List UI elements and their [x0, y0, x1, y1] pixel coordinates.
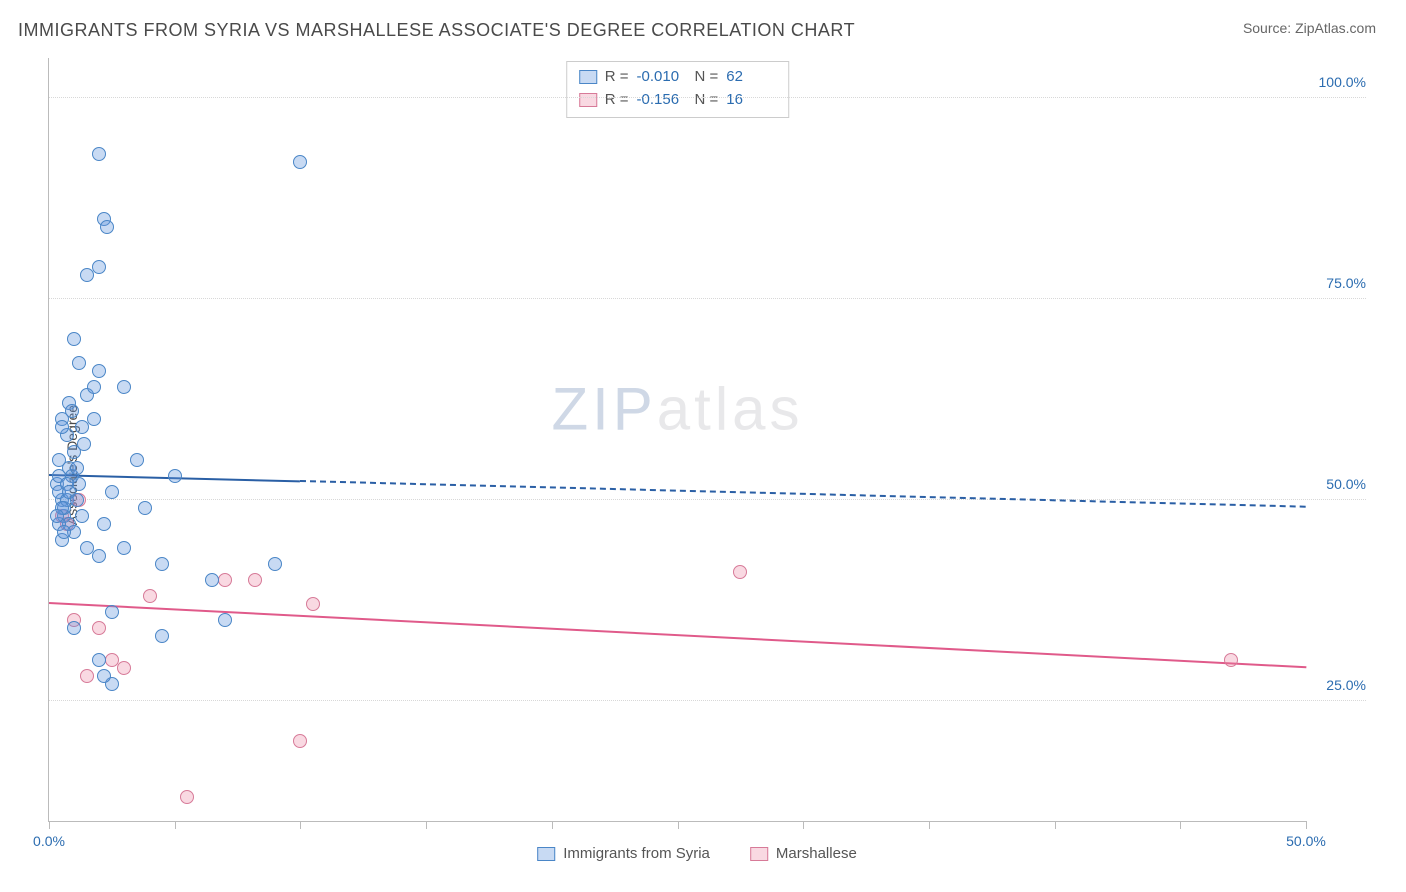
- point-marshallese: [117, 661, 131, 675]
- point-marshallese: [218, 573, 232, 587]
- x-tick: [175, 821, 176, 829]
- point-syria: [92, 364, 106, 378]
- point-syria: [50, 509, 64, 523]
- point-syria: [80, 541, 94, 555]
- point-syria: [97, 517, 111, 531]
- point-syria: [268, 557, 282, 571]
- n-label: N =: [695, 89, 719, 112]
- y-tick-label: 50.0%: [1311, 476, 1366, 492]
- r-label: R =: [605, 89, 629, 112]
- plot-area: ZIPatlas R =-0.010N =62R =-0.156N =16 25…: [48, 58, 1306, 822]
- legend-item: Immigrants from Syria: [537, 845, 710, 862]
- point-marshallese: [306, 597, 320, 611]
- x-tick: [678, 821, 679, 829]
- chart-source: Source: ZipAtlas.com: [1243, 20, 1376, 36]
- point-marshallese: [248, 573, 262, 587]
- point-syria: [100, 220, 114, 234]
- x-tick: [1306, 821, 1307, 829]
- y-tick-label: 100.0%: [1311, 74, 1366, 90]
- r-label: R =: [605, 66, 629, 89]
- trend-line: [300, 480, 1306, 508]
- grid-line: [49, 499, 1366, 500]
- stats-row: R = -0.010 N = 62: [579, 66, 777, 89]
- x-tick: [300, 821, 301, 829]
- x-tick: [426, 821, 427, 829]
- stats-swatch: [579, 93, 597, 107]
- point-syria: [70, 461, 84, 475]
- point-syria: [72, 356, 86, 370]
- trend-line: [49, 602, 1306, 668]
- point-syria: [155, 629, 169, 643]
- x-tick: [1180, 821, 1181, 829]
- x-tick-label: 50.0%: [1286, 833, 1326, 849]
- r-value: -0.010: [637, 66, 687, 89]
- point-syria: [117, 380, 131, 394]
- chart-area: Associate's Degree ZIPatlas R =-0.010N =…: [18, 58, 1376, 872]
- point-syria: [138, 501, 152, 515]
- y-tick-label: 25.0%: [1311, 677, 1366, 693]
- point-syria: [130, 453, 144, 467]
- legend-swatch: [750, 847, 768, 861]
- point-marshallese: [105, 653, 119, 667]
- y-tick-label: 75.0%: [1311, 275, 1366, 291]
- point-syria: [92, 147, 106, 161]
- n-value: 16: [726, 89, 776, 112]
- point-syria: [80, 268, 94, 282]
- legend-label: Marshallese: [776, 845, 857, 862]
- grid-line: [49, 298, 1366, 299]
- point-syria: [87, 380, 101, 394]
- point-syria: [67, 621, 81, 635]
- point-syria: [205, 573, 219, 587]
- stats-swatch: [579, 70, 597, 84]
- n-value: 62: [726, 66, 776, 89]
- legend-swatch: [537, 847, 555, 861]
- legend-item: Marshallese: [750, 845, 857, 862]
- point-syria: [293, 155, 307, 169]
- legend-label: Immigrants from Syria: [563, 845, 710, 862]
- x-tick: [49, 821, 50, 829]
- point-syria: [97, 669, 111, 683]
- point-marshallese: [180, 790, 194, 804]
- point-syria: [67, 332, 81, 346]
- point-syria: [65, 404, 79, 418]
- point-syria: [92, 549, 106, 563]
- point-syria: [87, 412, 101, 426]
- point-marshallese: [80, 669, 94, 683]
- point-syria: [218, 613, 232, 627]
- point-marshallese: [733, 565, 747, 579]
- r-value: -0.156: [637, 89, 687, 112]
- x-tick: [929, 821, 930, 829]
- x-tick-label: 0.0%: [33, 833, 65, 849]
- watermark: ZIPatlas: [551, 374, 803, 443]
- stats-legend-box: R = -0.010 N = 62 R = -0.156 N = 16: [566, 61, 790, 118]
- chart-title: IMMIGRANTS FROM SYRIA VS MARSHALLESE ASS…: [18, 20, 855, 41]
- point-marshallese: [1224, 653, 1238, 667]
- point-syria: [117, 541, 131, 555]
- point-syria: [168, 469, 182, 483]
- point-syria: [105, 605, 119, 619]
- stats-row: R = -0.156 N = 16: [579, 89, 777, 112]
- point-marshallese: [92, 621, 106, 635]
- point-syria: [57, 525, 71, 539]
- point-syria: [55, 420, 69, 434]
- point-syria: [105, 485, 119, 499]
- point-syria: [92, 260, 106, 274]
- point-syria: [62, 485, 76, 499]
- n-label: N =: [695, 66, 719, 89]
- point-syria: [155, 557, 169, 571]
- x-tick: [803, 821, 804, 829]
- point-syria: [75, 509, 89, 523]
- grid-line: [49, 97, 1366, 98]
- x-tick: [1055, 821, 1056, 829]
- point-syria: [92, 653, 106, 667]
- grid-line: [49, 700, 1366, 701]
- point-marshallese: [143, 589, 157, 603]
- point-marshallese: [293, 734, 307, 748]
- x-tick: [552, 821, 553, 829]
- bottom-legend: Immigrants from Syria Marshallese: [537, 845, 857, 862]
- point-syria: [77, 437, 91, 451]
- point-syria: [75, 420, 89, 434]
